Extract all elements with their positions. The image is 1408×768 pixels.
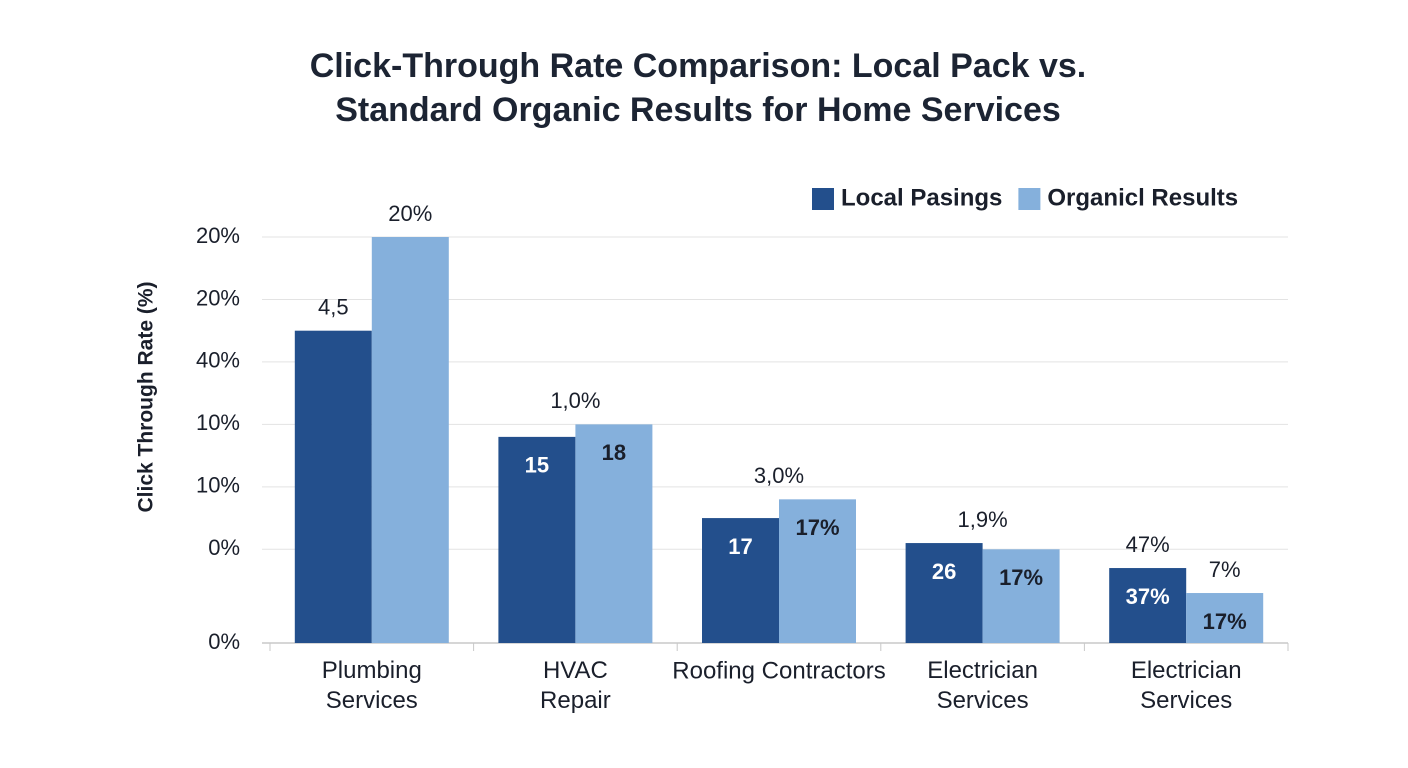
bar [371, 237, 449, 643]
x-tick-label: Electrician Services [1131, 657, 1242, 714]
bar-inside-label: 18 [602, 440, 626, 465]
bar [702, 518, 779, 643]
bar [779, 499, 856, 643]
bar [294, 330, 372, 643]
bar-inside-label: 17 [728, 534, 752, 559]
bar [498, 436, 576, 643]
y-tick-label: 10% [196, 410, 240, 435]
legend-swatch [1018, 188, 1041, 210]
group-label: 1,0% [550, 388, 600, 413]
legend-label: Local Pasings [841, 184, 1002, 211]
group-label: 3,0% [754, 463, 804, 488]
bar [575, 424, 653, 643]
bar-inside-label: 37% [1126, 584, 1170, 609]
bar-top-label: 4,5 [318, 295, 349, 320]
group-label: 1,9% [958, 507, 1008, 532]
y-axis-title: Click Through Rate (%) [135, 281, 158, 512]
y-tick-label: 10% [196, 473, 240, 498]
bar [982, 549, 1060, 643]
x-tick-label: Electrician Services [927, 657, 1038, 714]
bar-inside-label: 26 [932, 559, 956, 584]
y-tick-label: 40% [196, 348, 240, 373]
y-tick-label: 0% [208, 629, 240, 654]
legend-label: Organicl Results [1047, 184, 1238, 211]
bar-inside-label: 15 [525, 453, 549, 478]
legend-swatch [812, 188, 834, 210]
bar-inside-label: 17% [999, 565, 1043, 590]
chart-title: Click-Through Rate Comparison: Local Pac… [310, 47, 1087, 129]
x-tick-label: HVAC Repair [540, 657, 611, 714]
x-tick-label: Roofing Contractors [672, 657, 885, 684]
bar-top-label: 47% [1126, 532, 1170, 557]
bar-inside-label: 17% [1203, 609, 1247, 634]
bar-inside-label: 17% [795, 515, 839, 540]
bar [905, 543, 983, 643]
y-tick-label: 20% [196, 223, 240, 248]
bar [1186, 593, 1264, 643]
bar-top-label: 20% [388, 201, 432, 226]
y-tick-label: 20% [196, 285, 240, 310]
bar-top-label: 7% [1209, 557, 1241, 582]
y-tick-label: 0% [208, 535, 240, 560]
x-tick-label: Plumbing Services [322, 657, 422, 714]
bar [1109, 568, 1187, 643]
